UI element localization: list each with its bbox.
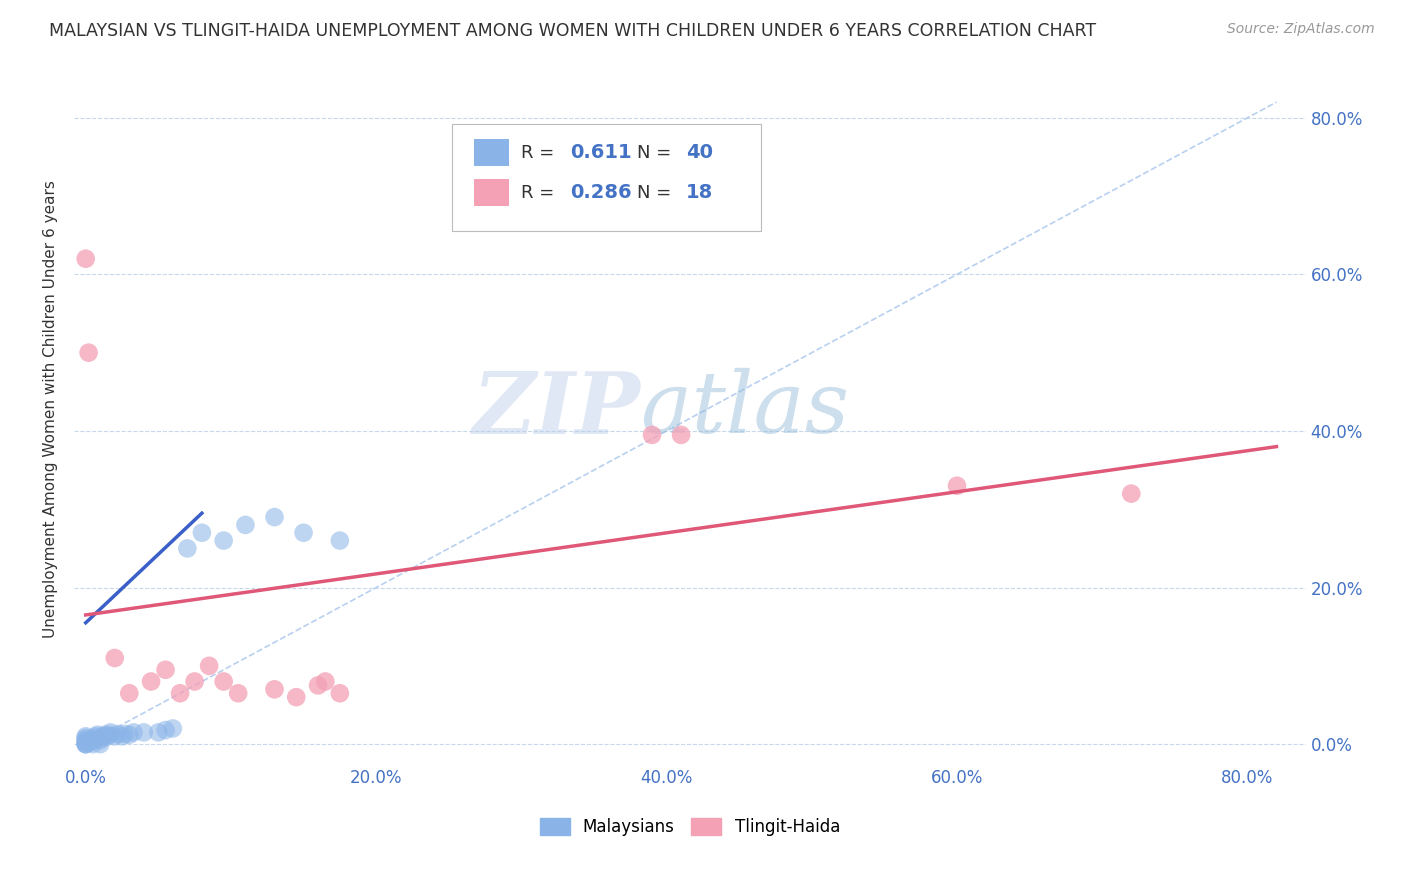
Point [235, 517, 257, 532]
Point [82, 737, 104, 751]
Point [155, 663, 177, 677]
Point [212, 674, 235, 689]
Y-axis label: Unemployment Among Women with Children Under 6 years: Unemployment Among Women with Children U… [44, 180, 58, 639]
Point [307, 678, 329, 692]
Text: N =: N = [637, 184, 676, 202]
Point [104, 651, 127, 665]
Point [329, 533, 352, 548]
Point [198, 658, 221, 673]
Bar [474, 179, 509, 206]
Point [139, 674, 162, 689]
Point [263, 510, 285, 524]
Point [292, 525, 315, 540]
Text: MALAYSIAN VS TLINGIT-HAIDA UNEMPLOYMENT AMONG WOMEN WITH CHILDREN UNDER 6 YEARS : MALAYSIAN VS TLINGIT-HAIDA UNEMPLOYMENT … [49, 22, 1097, 40]
Point [641, 428, 664, 442]
Point [212, 533, 235, 548]
Text: Source: ZipAtlas.com: Source: ZipAtlas.com [1227, 22, 1375, 37]
Point [80, 733, 103, 747]
Point [90, 731, 112, 745]
Point [314, 674, 336, 689]
Point [77, 345, 100, 359]
Point [111, 729, 134, 743]
Point [329, 686, 352, 700]
Text: R =: R = [522, 184, 560, 202]
Point [75, 732, 97, 747]
Text: ZIP: ZIP [472, 368, 641, 451]
Point [75, 731, 97, 745]
Text: 0.286: 0.286 [571, 183, 631, 202]
Point [75, 734, 97, 748]
Point [91, 729, 114, 743]
Point [669, 428, 692, 442]
Point [285, 690, 308, 705]
Point [176, 541, 198, 556]
Point [132, 725, 155, 739]
Point [93, 728, 115, 742]
Point [155, 723, 177, 737]
FancyBboxPatch shape [453, 124, 761, 231]
Point [75, 252, 97, 266]
Point [97, 728, 120, 742]
Text: 18: 18 [686, 183, 713, 202]
Point [75, 729, 97, 743]
Point [82, 733, 104, 747]
Point [114, 727, 136, 741]
Point [104, 729, 127, 743]
Point [75, 735, 97, 749]
Point [946, 479, 969, 493]
Point [1121, 486, 1143, 500]
Text: atlas: atlas [641, 368, 849, 450]
Point [107, 727, 129, 741]
Point [79, 735, 101, 749]
Point [169, 686, 191, 700]
Point [75, 737, 97, 751]
Point [75, 737, 97, 751]
Point [263, 682, 285, 697]
Text: 40: 40 [686, 144, 713, 162]
Point [191, 525, 214, 540]
Point [86, 728, 108, 742]
Text: R =: R = [522, 144, 560, 162]
Point [100, 725, 122, 739]
Point [162, 722, 184, 736]
Bar [474, 139, 509, 167]
Point [75, 737, 97, 751]
Point [83, 731, 105, 745]
Point [84, 729, 107, 743]
Point [122, 725, 145, 739]
Text: N =: N = [637, 144, 676, 162]
Text: 0.611: 0.611 [571, 144, 631, 162]
Point [226, 686, 249, 700]
Point [96, 729, 118, 743]
Legend: Malaysians, Tlingit-Haida: Malaysians, Tlingit-Haida [533, 811, 846, 843]
Point [118, 686, 141, 700]
Point [89, 737, 111, 751]
Point [118, 728, 141, 742]
Point [89, 733, 111, 747]
Point [183, 674, 205, 689]
Point [148, 725, 170, 739]
